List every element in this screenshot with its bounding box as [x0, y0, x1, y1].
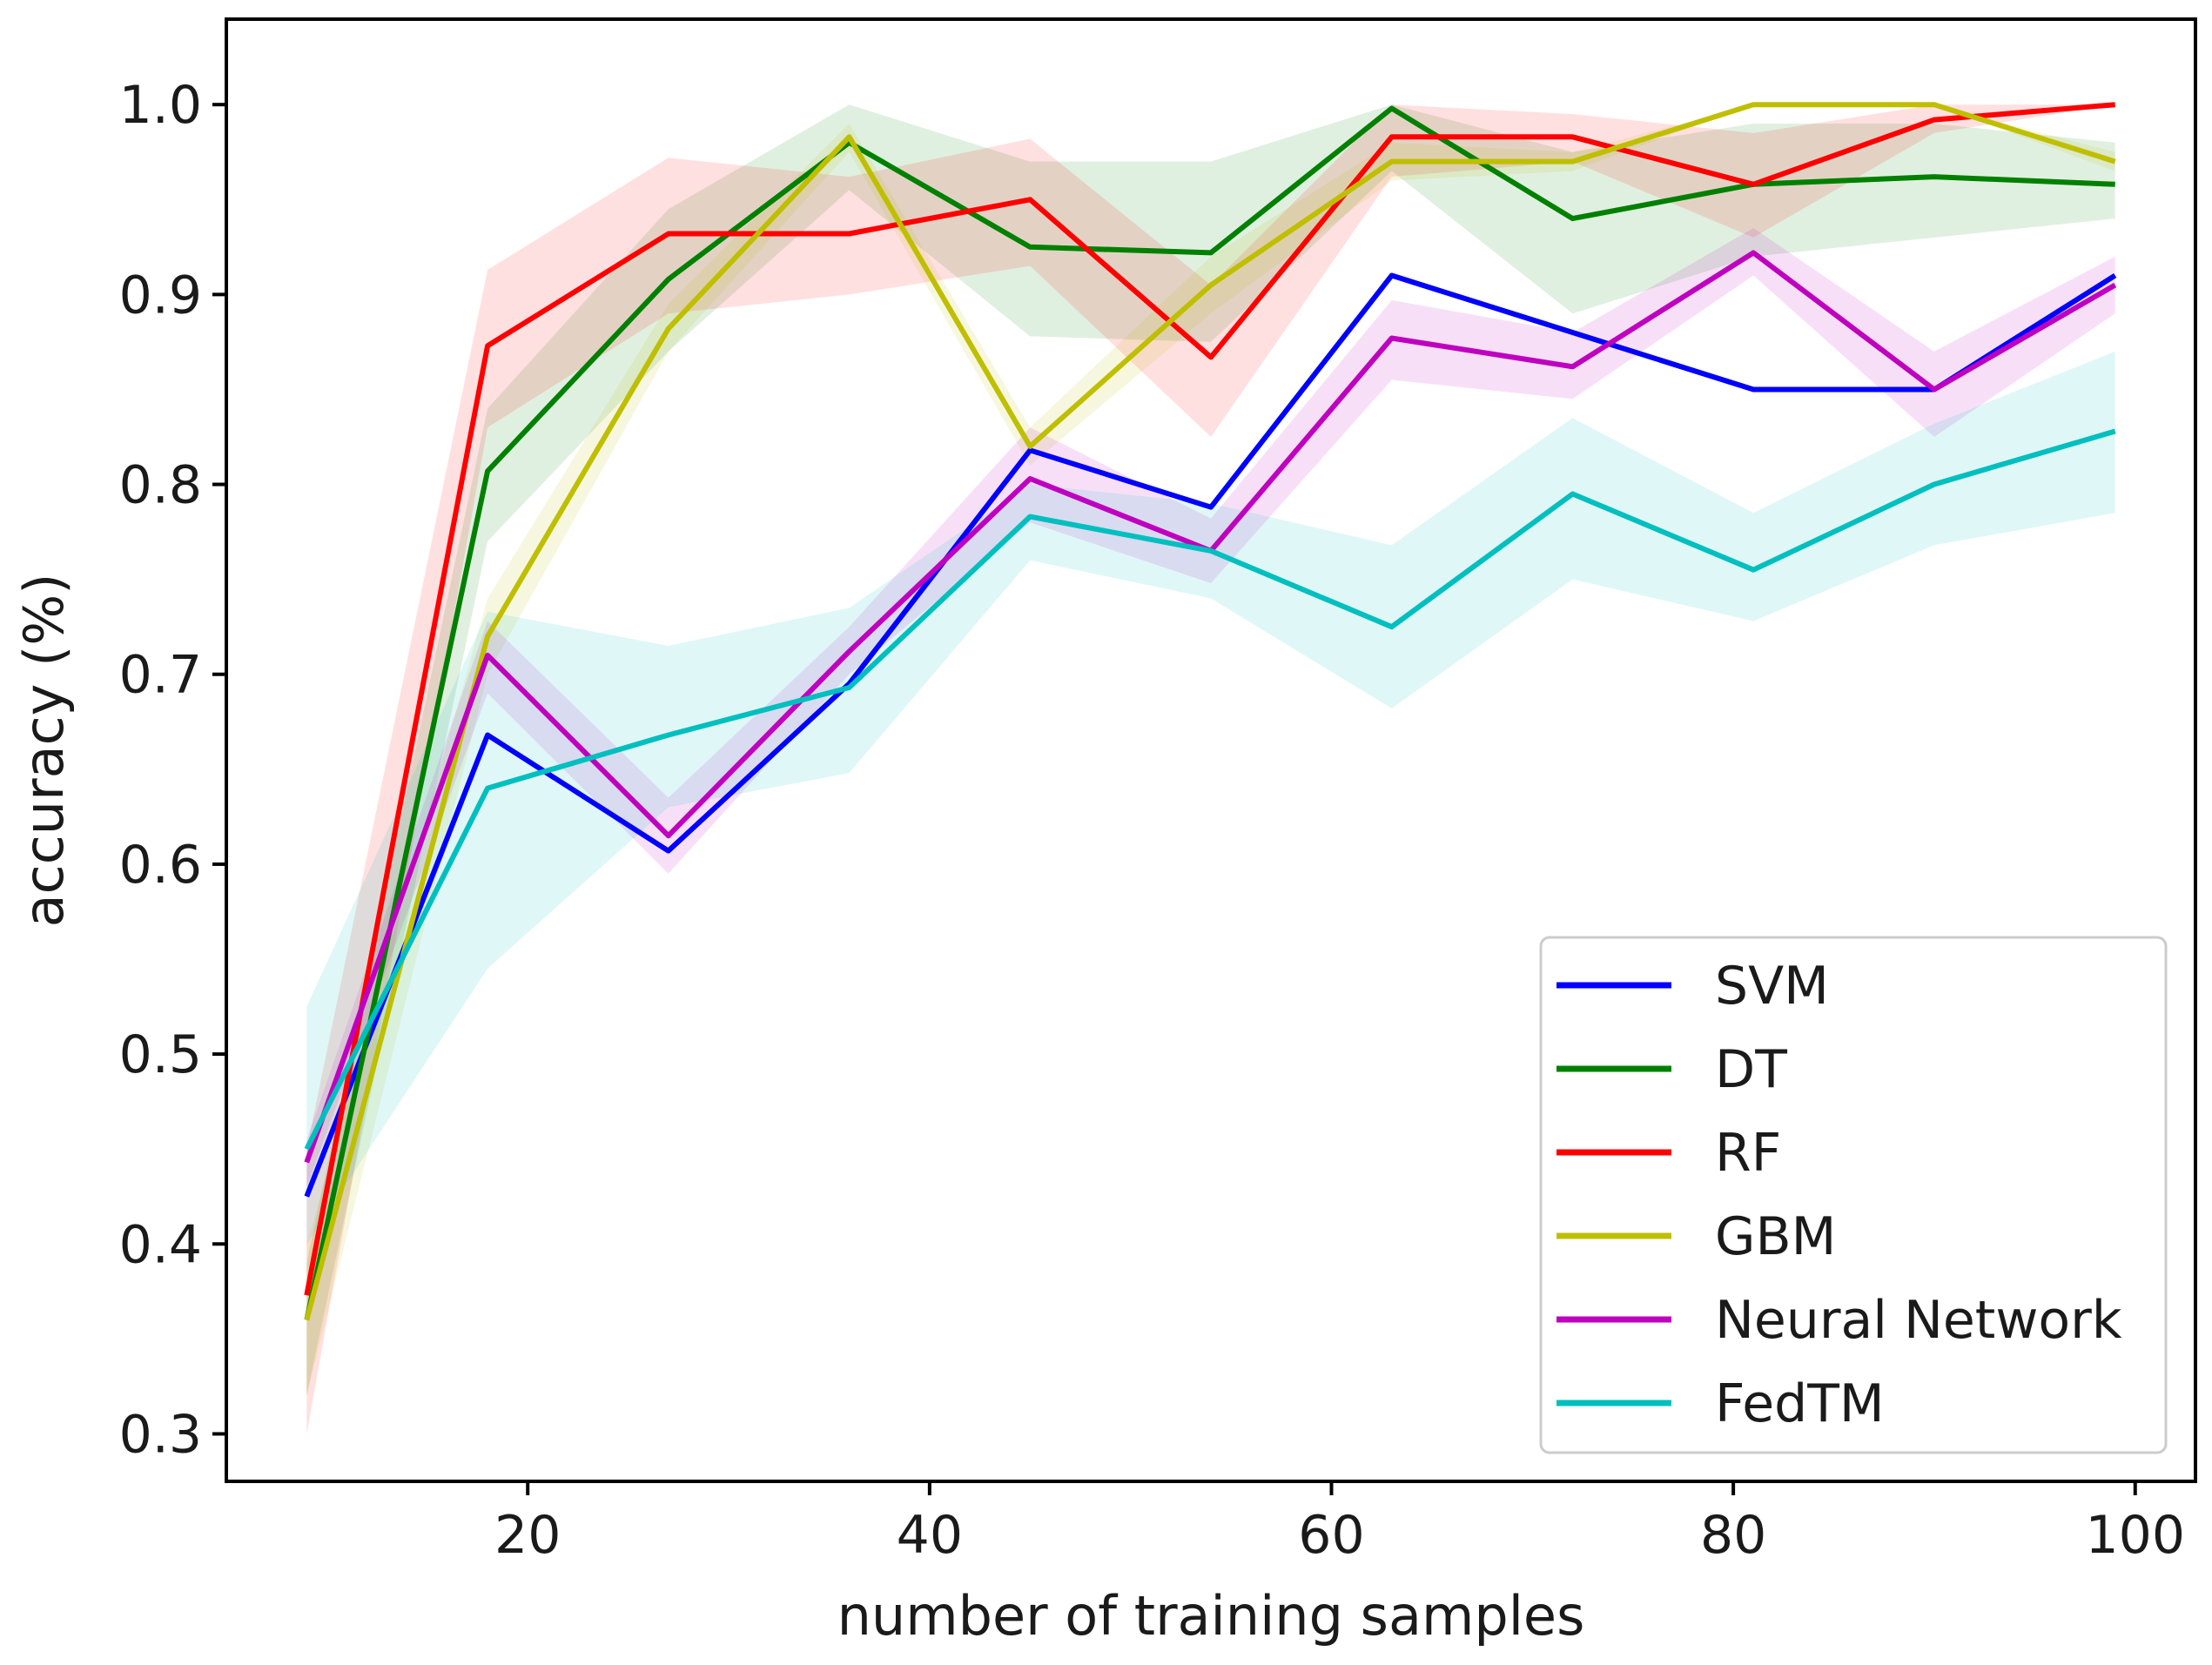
- y-tick-label: 0.5: [119, 1024, 202, 1085]
- y-axis-title: accuracy (%): [12, 574, 76, 928]
- confidence-bands: [306, 104, 2115, 1434]
- y-tick-label: 0.8: [119, 455, 202, 516]
- gbm-line: [304, 102, 2116, 1321]
- x-axis: 20 40 60 80 100: [494, 1481, 2185, 1566]
- fedtm-confidence-band: [306, 351, 2115, 1245]
- y-tick-label: 0.9: [119, 265, 202, 326]
- y-tick-label: 0.3: [119, 1404, 202, 1465]
- rf-confidence-band: [306, 104, 2115, 1434]
- plot-area-frame: [225, 17, 2197, 1483]
- y-tick-label: 1.0: [119, 75, 202, 136]
- rf-line: [304, 102, 2115, 1296]
- y-tick-label: 0.4: [119, 1214, 202, 1275]
- svm-line: [304, 272, 2117, 1198]
- x-tick-label: 100: [2085, 1505, 2185, 1566]
- legend: SVM DT RF GBM Neural Network FedTM: [1539, 936, 2168, 1454]
- legend-label-neural-network: Neural Network: [1715, 1290, 2122, 1351]
- series-lines: [304, 102, 2117, 1321]
- x-tick-label: 20: [494, 1505, 561, 1566]
- legend-label-fedtm: FedTM: [1715, 1373, 1885, 1434]
- legend-label-rf: RF: [1715, 1123, 1781, 1184]
- x-axis-title: number of training samples: [837, 1584, 1585, 1648]
- x-tick-label: 80: [1700, 1505, 1766, 1566]
- y-tick-label: 0.7: [119, 645, 202, 706]
- dt-confidence-band: [306, 104, 2115, 1396]
- x-tick-label: 60: [1298, 1505, 1364, 1566]
- y-tick-label: 0.6: [119, 835, 202, 896]
- legend-label-gbm: GBM: [1715, 1206, 1836, 1267]
- fedtm-line: [304, 428, 2116, 1151]
- x-tick-label: 40: [897, 1505, 963, 1566]
- legend-box: [1539, 936, 2168, 1454]
- dt-line: [304, 105, 2115, 1321]
- legend-label-dt: DT: [1715, 1039, 1787, 1100]
- legend-label-svm: SVM: [1715, 956, 1829, 1017]
- y-axis: 0.3 0.4 0.5 0.6 0.7 0.8 0.9 1.0: [119, 75, 226, 1465]
